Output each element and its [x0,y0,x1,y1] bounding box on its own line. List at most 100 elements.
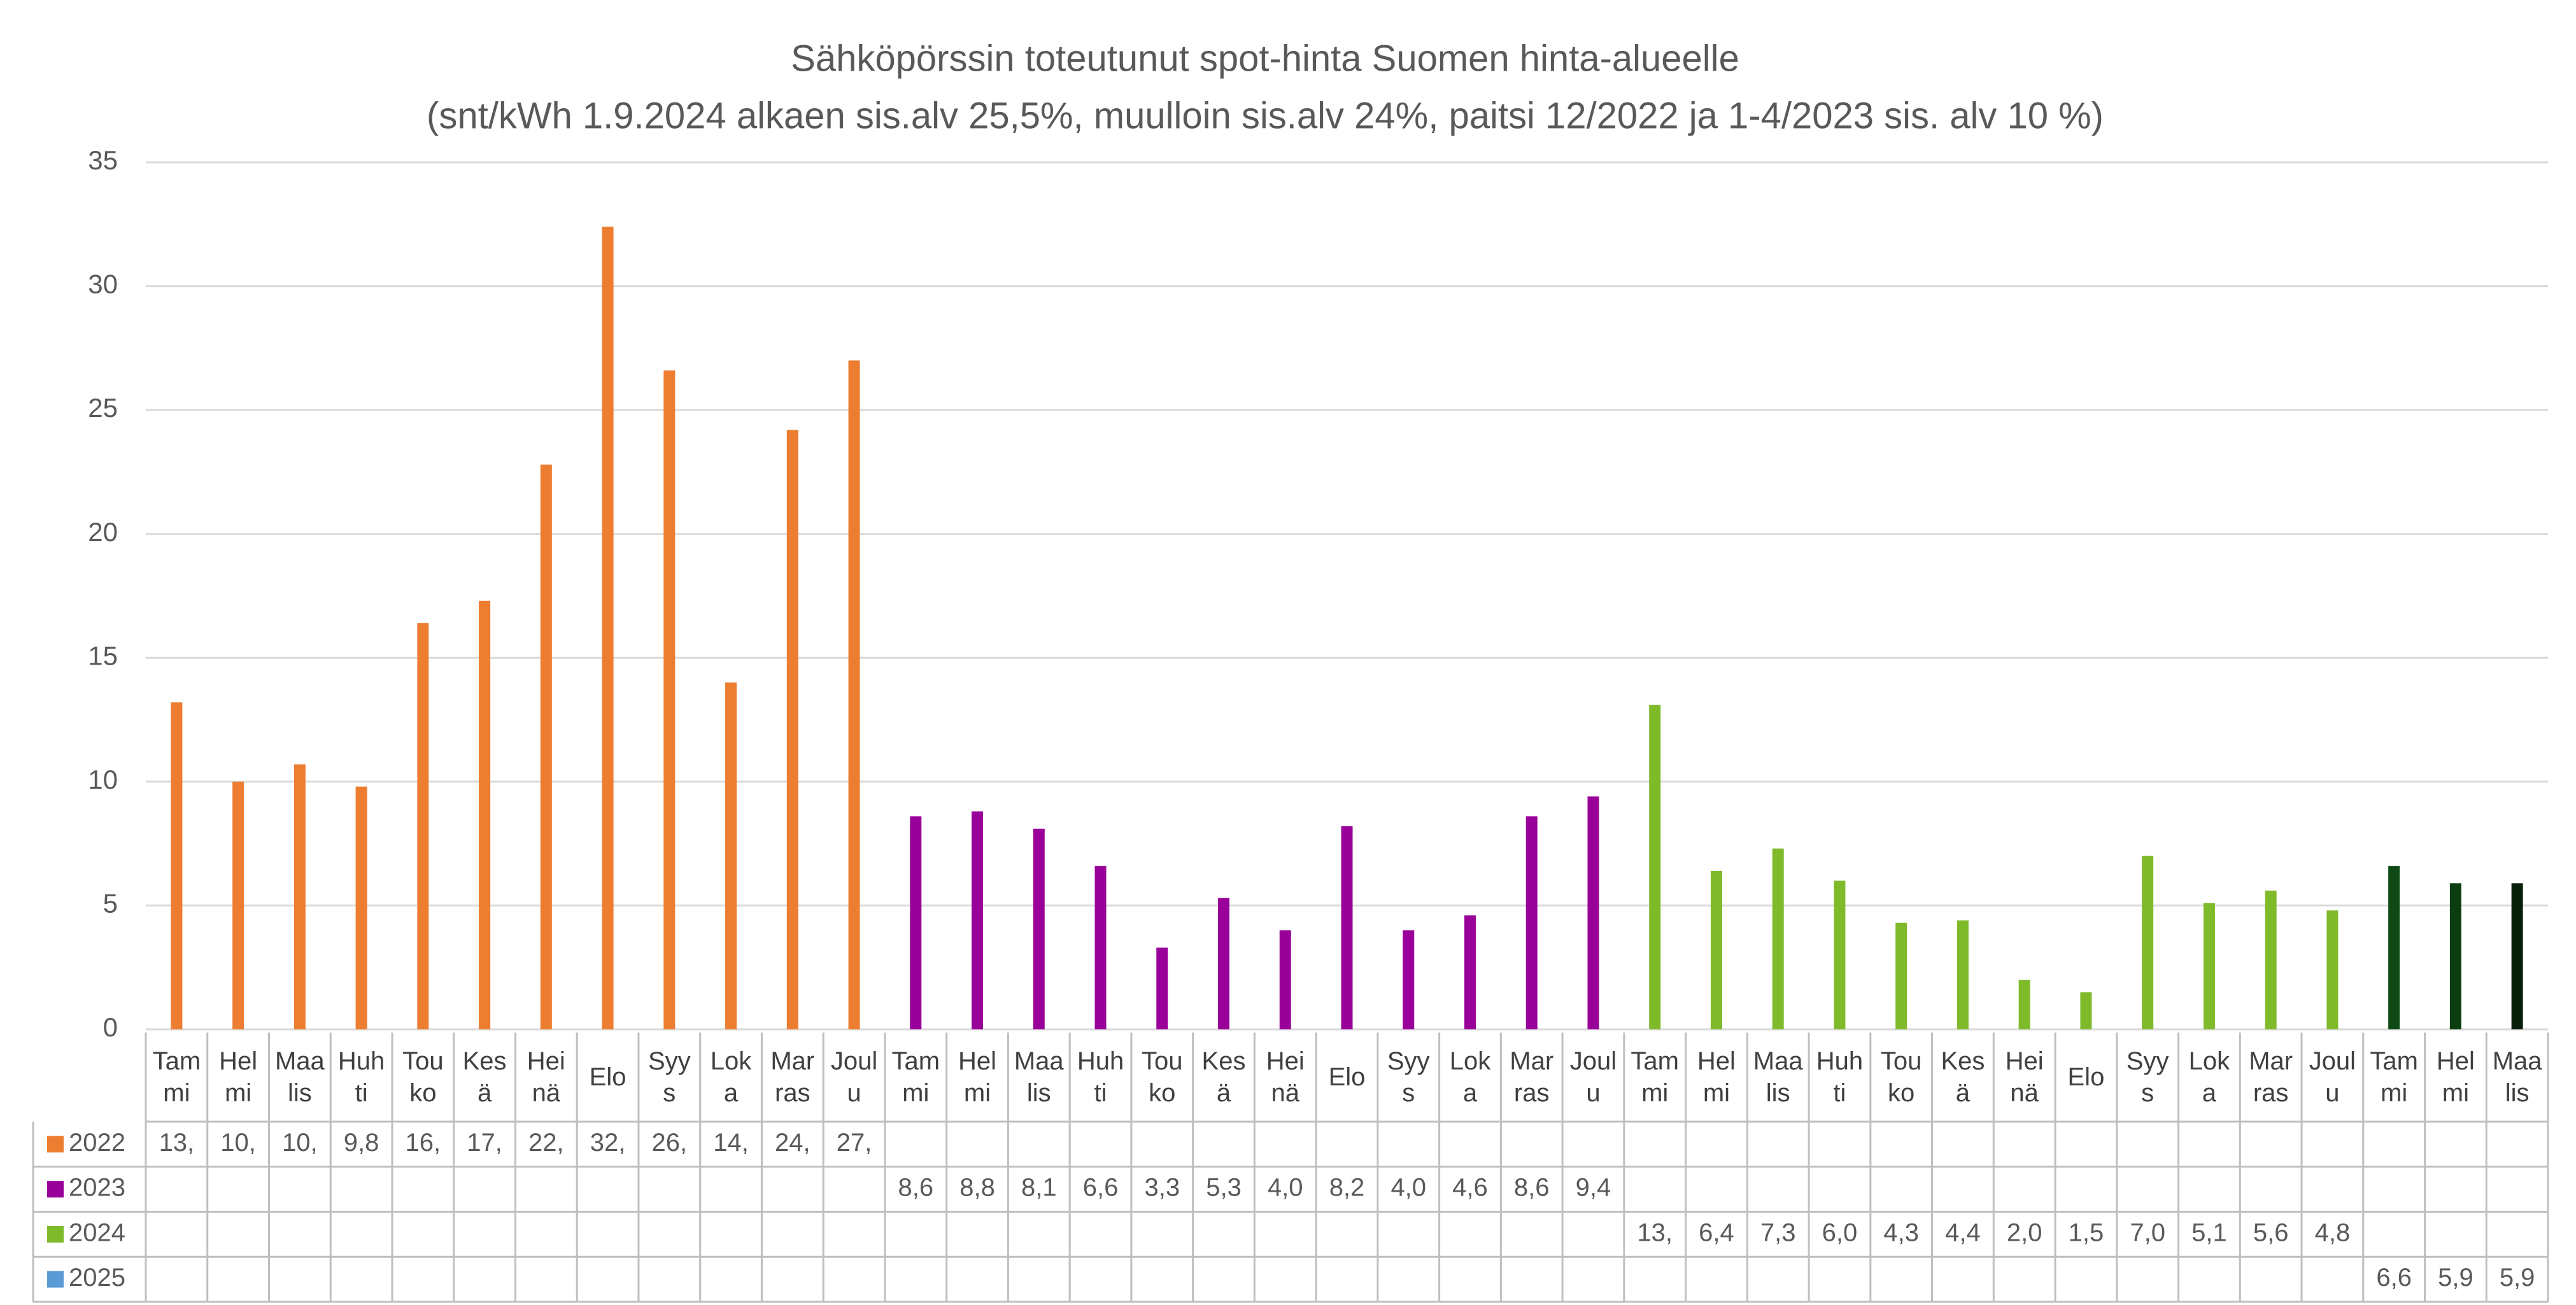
bar [417,623,429,1029]
bar [910,816,922,1029]
chart-title: Sähköpörssin toteutunut spot-hinta Suome… [791,38,1739,79]
x-tick-label: Syys [1387,1047,1430,1107]
bar [1156,947,1168,1029]
x-tick-label: Marras [770,1047,815,1107]
y-tick-label: 10 [88,765,118,794]
x-tick-label: Elo [1328,1063,1366,1091]
x-tick-label: Kesä [1941,1047,1985,1107]
data-label: 5,6 [2253,1218,2289,1246]
data-label: 26, [652,1129,688,1157]
bar [2449,883,2461,1029]
bar [2265,891,2277,1029]
bar [1403,930,1415,1029]
data-label: 8,8 [959,1174,995,1202]
data-label: 4,0 [1391,1174,1426,1202]
bar [1895,922,1907,1029]
data-label: 10, [282,1129,318,1157]
data-label: 4,8 [2315,1218,2351,1246]
legend-label: 2023 [69,1174,125,1202]
legend-label: 2025 [69,1264,125,1292]
bar [725,682,737,1029]
bar [2511,883,2523,1029]
x-tick-label: Syys [648,1047,691,1107]
data-label: 6,0 [1822,1218,1858,1246]
data-label: 1,5 [2069,1218,2104,1246]
x-tick-label: Helmi [1697,1047,1736,1107]
legend-swatch [47,1181,64,1198]
bar [848,360,860,1030]
data-label: 7,0 [2130,1218,2165,1246]
bar [1279,930,1291,1029]
bar [2203,903,2215,1029]
bar [1834,880,1846,1029]
data-label: 9,8 [344,1129,379,1157]
bar [1218,898,1230,1029]
data-label: 5,1 [2191,1218,2227,1246]
data-label: 16, [406,1129,441,1157]
data-label: 5,3 [1206,1174,1242,1202]
data-label: 8,2 [1329,1174,1365,1202]
bar [2080,992,2092,1029]
data-label: 8,1 [1021,1174,1057,1202]
data-label: 5,9 [2500,1264,2535,1292]
data-label: 4,3 [1883,1218,1919,1246]
data-label: 17, [467,1129,502,1157]
y-tick-label: 20 [88,517,118,547]
data-label: 6,6 [1083,1174,1119,1202]
bar [1587,796,1599,1029]
data-label: 27, [837,1129,872,1157]
x-tick-label: Joulu [2309,1047,2356,1107]
chart-subtitle: (snt/kWh 1.9.2024 alkaen sis.alv 25,5%, … [427,95,2104,136]
x-tick-label: Elo [589,1063,626,1091]
legend-label: 2024 [69,1218,125,1246]
x-tick-label: Huhti [337,1047,385,1107]
x-tick-label: Touko [1880,1047,1922,1107]
y-tick-label: 30 [88,269,118,299]
x-tick-label: Tammi [152,1047,201,1107]
bar [972,811,984,1029]
x-tick-label: Maalis [1014,1047,1064,1107]
bar [2326,910,2339,1029]
x-tick-label: Huhti [1816,1047,1864,1107]
x-tick-label: Maalis [274,1047,325,1107]
data-label: 7,3 [1760,1218,1796,1246]
x-tick-label: Loka [1449,1047,1491,1107]
bar [602,227,614,1030]
legend-swatch [47,1225,64,1243]
bar [1772,848,1784,1029]
x-tick-label: Tammi [891,1047,940,1107]
bar [1464,915,1476,1029]
data-label: 9,4 [1576,1174,1611,1202]
x-tick-label: Kesä [1201,1047,1246,1107]
x-tick-label: Loka [710,1047,752,1107]
bar [2142,856,2154,1029]
data-label: 22, [528,1129,564,1157]
x-tick-label: Tammi [1631,1047,1679,1107]
bar [479,600,491,1029]
data-label: 2,0 [2007,1218,2042,1246]
data-label: 10, [220,1129,256,1157]
legend-label: 2022 [69,1129,125,1157]
data-label: 4,6 [1452,1174,1488,1202]
bar [294,764,306,1029]
y-tick-label: 25 [88,393,118,423]
bar [1341,826,1353,1029]
x-tick-label: Joulu [830,1047,878,1107]
x-tick-label: Elo [2067,1063,2105,1091]
x-tick-label: Heinä [1266,1047,1305,1107]
x-tick-label: Maalis [2492,1047,2542,1107]
x-tick-label: Marras [2249,1047,2293,1107]
data-label: 6,4 [1699,1218,1734,1246]
bar [355,786,367,1029]
data-label: 4,4 [1945,1218,1981,1246]
x-tick-label: Loka [2188,1047,2230,1107]
legend-swatch [47,1271,64,1288]
bar [1033,828,1045,1029]
x-tick-label: Huhti [1077,1047,1124,1107]
data-label: 8,6 [898,1174,933,1202]
data-label: 13, [1637,1218,1673,1246]
x-tick-label: Heinä [2005,1047,2044,1107]
x-tick-label: Helmi [958,1047,997,1107]
